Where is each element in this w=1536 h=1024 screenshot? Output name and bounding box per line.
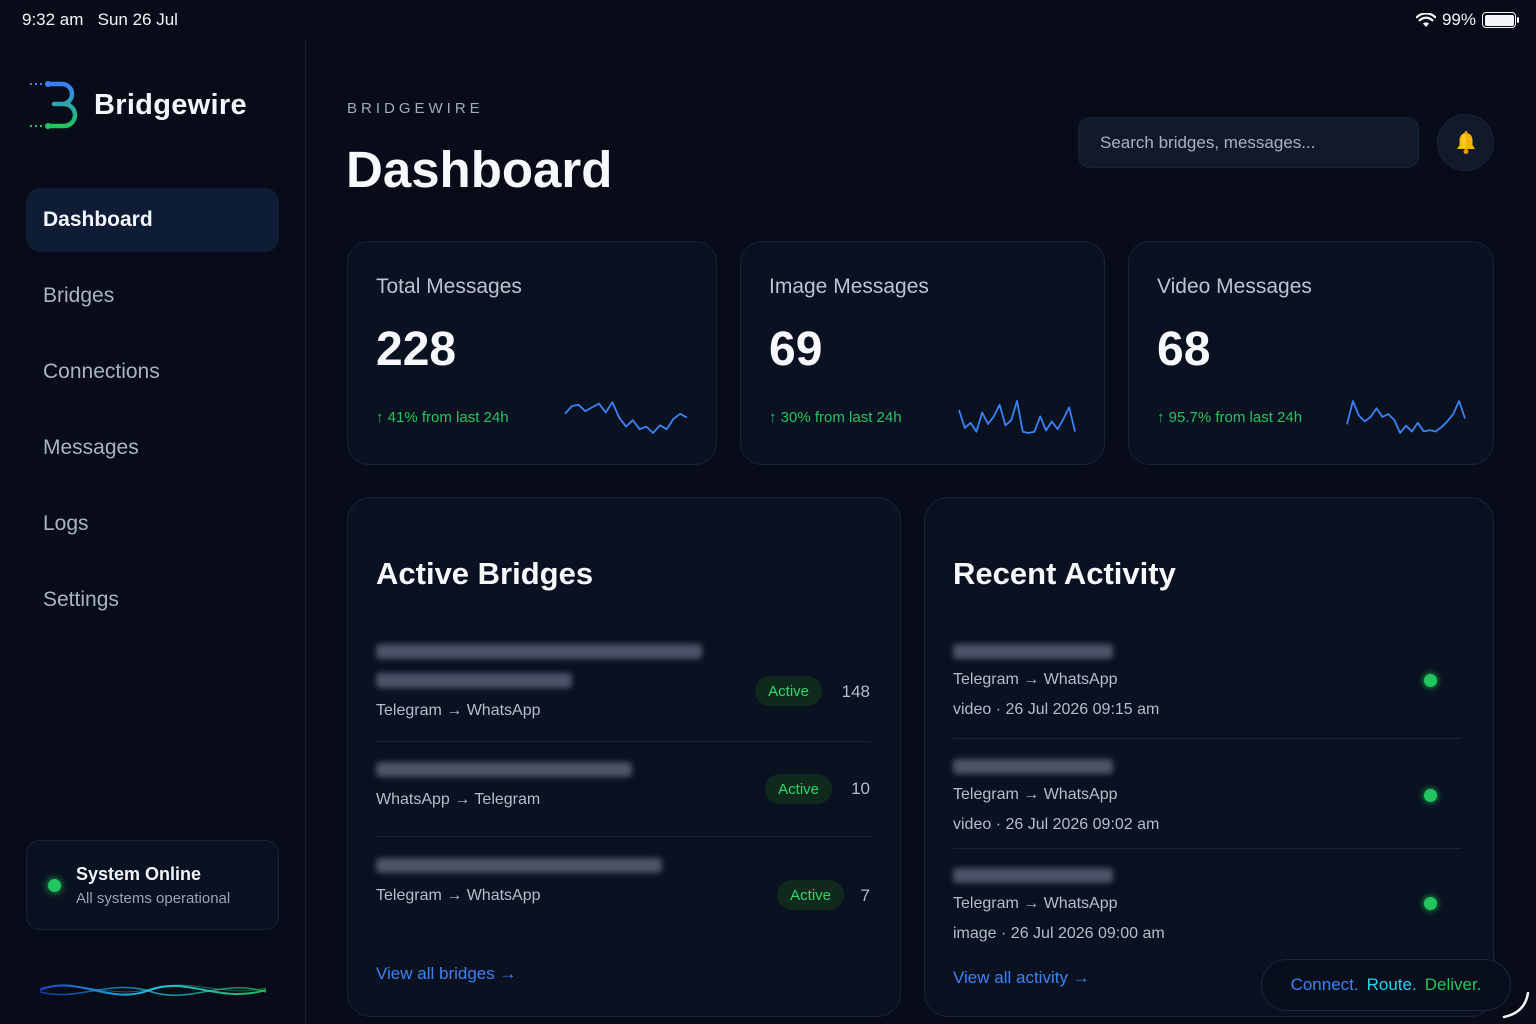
activity-meta: image · 26 Jul 2026 09:00 am bbox=[953, 925, 1165, 942]
active-bridges-panel: Active Bridges Telegram → WhatsApp Activ… bbox=[347, 497, 901, 1017]
status-dot-icon bbox=[1424, 674, 1437, 687]
sidebar-item-label: Dashboard bbox=[43, 208, 153, 231]
sidebar: Bridgewire Dashboard Bridges Connections… bbox=[0, 40, 306, 1024]
redacted-bridge-name bbox=[376, 644, 702, 659]
status-badge: Active bbox=[777, 880, 844, 910]
stat-value: 68 bbox=[1157, 323, 1211, 376]
decorative-wave-icon bbox=[39, 984, 267, 996]
status-dot-icon bbox=[48, 879, 61, 892]
redacted-activity-source bbox=[953, 868, 1113, 883]
stat-label: Image Messages bbox=[769, 275, 929, 298]
sidebar-item-messages[interactable]: Messages bbox=[26, 416, 279, 480]
bridge-route: Telegram → WhatsApp bbox=[376, 887, 541, 904]
sidebar-item-connections[interactable]: Connections bbox=[26, 340, 279, 404]
bridge-row[interactable]: Telegram → WhatsApp Active 7 bbox=[376, 858, 870, 918]
activity-meta: video · 26 Jul 2026 09:15 am bbox=[953, 701, 1160, 718]
notifications-button[interactable] bbox=[1437, 114, 1494, 171]
redacted-bridge-name bbox=[376, 858, 662, 873]
status-badge: Active bbox=[765, 774, 832, 804]
wifi-icon bbox=[1415, 12, 1436, 27]
system-status-subtitle: All systems operational bbox=[76, 890, 231, 907]
redacted-bridge-name bbox=[376, 762, 632, 777]
recent-activity-panel: Recent Activity Telegram → WhatsApp vide… bbox=[924, 497, 1494, 1017]
status-badge: Active bbox=[755, 676, 822, 706]
sparkline-series bbox=[1346, 400, 1466, 434]
sidebar-item-label: Connections bbox=[43, 360, 160, 383]
status-dot-icon bbox=[1424, 897, 1437, 910]
sidebar-item-label: Messages bbox=[43, 436, 139, 459]
bridge-row[interactable]: Telegram → WhatsApp Active 148 bbox=[376, 644, 870, 742]
sidebar-item-label: Logs bbox=[43, 512, 89, 535]
system-status-card: System Online All systems operational bbox=[26, 840, 279, 930]
tagline-deliver: Deliver. bbox=[1424, 975, 1482, 994]
page-eyebrow: BRIDGEWIRE bbox=[347, 100, 484, 117]
status-date: Sun 26 Jul bbox=[97, 10, 178, 29]
bridge-row[interactable]: WhatsApp → Telegram Active 10 bbox=[376, 762, 870, 837]
activity-row[interactable]: Telegram → WhatsApp video · 26 Jul 2026 … bbox=[953, 759, 1461, 849]
brand[interactable]: Bridgewire bbox=[28, 78, 247, 132]
activity-route: Telegram → WhatsApp bbox=[953, 786, 1118, 803]
stat-trend: ↑ 30% from last 24h bbox=[769, 409, 902, 426]
bell-icon bbox=[1456, 130, 1475, 154]
sidebar-item-logs[interactable]: Logs bbox=[26, 492, 279, 556]
stat-label: Video Messages bbox=[1157, 275, 1312, 298]
redacted-activity-source bbox=[953, 644, 1113, 659]
tagline-connect: Connect. bbox=[1290, 975, 1359, 994]
redacted-activity-source bbox=[953, 759, 1113, 774]
message-count: 148 bbox=[841, 682, 870, 701]
status-dot-icon bbox=[1424, 789, 1437, 802]
bridge-route: WhatsApp → Telegram bbox=[376, 791, 541, 808]
battery-icon bbox=[1482, 12, 1519, 28]
panel-title: Active Bridges bbox=[376, 556, 594, 591]
sparkline-chart bbox=[958, 400, 1076, 434]
brand-name: Bridgewire bbox=[94, 88, 247, 121]
sparkline-series bbox=[958, 400, 1076, 434]
redacted-bridge-name bbox=[376, 673, 572, 688]
message-count: 10 bbox=[851, 779, 870, 798]
sidebar-nav: Dashboard Bridges Connections Messages L… bbox=[26, 188, 279, 644]
sidebar-item-dashboard[interactable]: Dashboard bbox=[26, 188, 279, 252]
stat-card-total-messages[interactable]: Total Messages 228 ↑ 41% from last 24h bbox=[347, 241, 717, 465]
activity-row[interactable]: Telegram → WhatsApp video · 26 Jul 2026 … bbox=[953, 644, 1461, 739]
tagline-route: Route. bbox=[1366, 975, 1417, 994]
page-title: Dashboard bbox=[346, 141, 613, 198]
sidebar-item-label: Settings bbox=[43, 588, 119, 611]
tagline-pill: Connect. Route. Deliver. bbox=[1261, 959, 1511, 1011]
sparkline-chart bbox=[1346, 400, 1466, 434]
stat-trend: ↑ 41% from last 24h bbox=[376, 409, 509, 426]
sidebar-item-label: Bridges bbox=[43, 284, 115, 307]
stat-card-image-messages[interactable]: Image Messages 69 ↑ 30% from last 24h bbox=[740, 241, 1105, 465]
panel-title: Recent Activity bbox=[953, 556, 1176, 591]
sidebar-item-bridges[interactable]: Bridges bbox=[26, 264, 279, 328]
status-time: 9:32 am Sun 26 Jul bbox=[22, 10, 178, 30]
activity-meta: video · 26 Jul 2026 09:02 am bbox=[953, 816, 1160, 833]
status-right: 99% bbox=[1415, 10, 1519, 30]
activity-row[interactable]: Telegram → WhatsApp image · 26 Jul 2026 … bbox=[953, 868, 1461, 948]
system-status-title: System Online bbox=[76, 864, 202, 884]
activity-route: Telegram → WhatsApp bbox=[953, 895, 1118, 912]
status-bar: 9:32 am Sun 26 Jul 99% bbox=[0, 0, 1536, 40]
activity-route: Telegram → WhatsApp bbox=[953, 671, 1118, 688]
stat-trend: ↑ 95.7% from last 24h bbox=[1157, 409, 1303, 426]
battery-percent: 99% bbox=[1441, 10, 1476, 29]
message-count: 7 bbox=[860, 886, 870, 905]
sparkline-series bbox=[564, 401, 688, 434]
stat-label: Total Messages bbox=[376, 275, 522, 298]
view-all-bridges-link[interactable]: View all bridges → bbox=[376, 964, 517, 983]
view-all-activity-link[interactable]: View all activity → bbox=[953, 968, 1090, 987]
sidebar-item-settings[interactable]: Settings bbox=[26, 568, 279, 632]
stat-value: 69 bbox=[769, 323, 823, 376]
corner-arc-icon bbox=[1502, 991, 1530, 1019]
sparkline-chart bbox=[564, 401, 688, 434]
stat-value: 228 bbox=[376, 323, 457, 376]
bridge-route: Telegram → WhatsApp bbox=[376, 702, 541, 719]
search-input[interactable] bbox=[1078, 117, 1419, 168]
bridgewire-logo-icon bbox=[30, 81, 78, 129]
status-clock: 9:32 am bbox=[22, 10, 84, 29]
stat-card-video-messages[interactable]: Video Messages 68 ↑ 95.7% from last 24h bbox=[1128, 241, 1494, 465]
